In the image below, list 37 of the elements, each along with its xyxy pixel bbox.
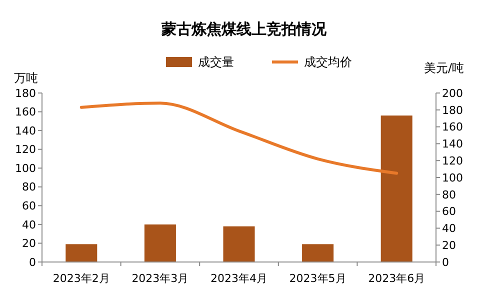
chart-title: 蒙古炼焦煤线上竞拍情况 <box>160 20 328 38</box>
legend-label: 成交量 <box>198 55 234 70</box>
y2-tick-label: 200 <box>442 86 463 100</box>
y2-tick-label: 100 <box>442 171 463 184</box>
bar <box>144 224 176 262</box>
y-tick-label: 20 <box>22 237 36 250</box>
y-tick-label: 160 <box>15 106 36 119</box>
x-tick-label: 2023年5月 <box>289 272 346 285</box>
y2-tick-label: 80 <box>442 188 456 202</box>
y-tick-label: 120 <box>15 143 36 156</box>
x-tick-label: 2023年4月 <box>210 272 268 285</box>
y2-tick-label: 0 <box>442 256 449 269</box>
y2-axis-title: 美元/吨 <box>424 61 464 75</box>
y-axis-title: 万吨 <box>14 71 38 85</box>
y-tick-label: 100 <box>15 162 36 175</box>
y-tick-label: 0 <box>29 256 36 269</box>
y2-tick-label: 120 <box>442 154 463 168</box>
y2-tick-label: 60 <box>442 205 456 218</box>
x-tick-label: 2023年6月 <box>368 272 426 285</box>
y2-tick-label: 180 <box>442 104 463 117</box>
bar <box>380 116 412 262</box>
bar <box>66 244 98 262</box>
y-tick-label: 80 <box>22 180 36 194</box>
y2-tick-label: 160 <box>442 120 463 134</box>
y-tick-label: 180 <box>15 86 36 100</box>
y-tick-label: 40 <box>22 218 36 232</box>
x-tick-label: 2023年3月 <box>132 272 189 285</box>
x-tick-label: 2023年2月 <box>52 272 110 285</box>
bar <box>223 226 255 262</box>
bar <box>302 244 334 262</box>
y2-tick-label: 20 <box>442 238 456 252</box>
line-series <box>80 102 398 175</box>
legend-label: 成交均价 <box>304 55 352 70</box>
y-tick-label: 60 <box>22 200 36 213</box>
y2-tick-label: 40 <box>442 222 456 236</box>
y2-tick-label: 140 <box>442 138 463 151</box>
y-tick-label: 140 <box>15 124 36 138</box>
